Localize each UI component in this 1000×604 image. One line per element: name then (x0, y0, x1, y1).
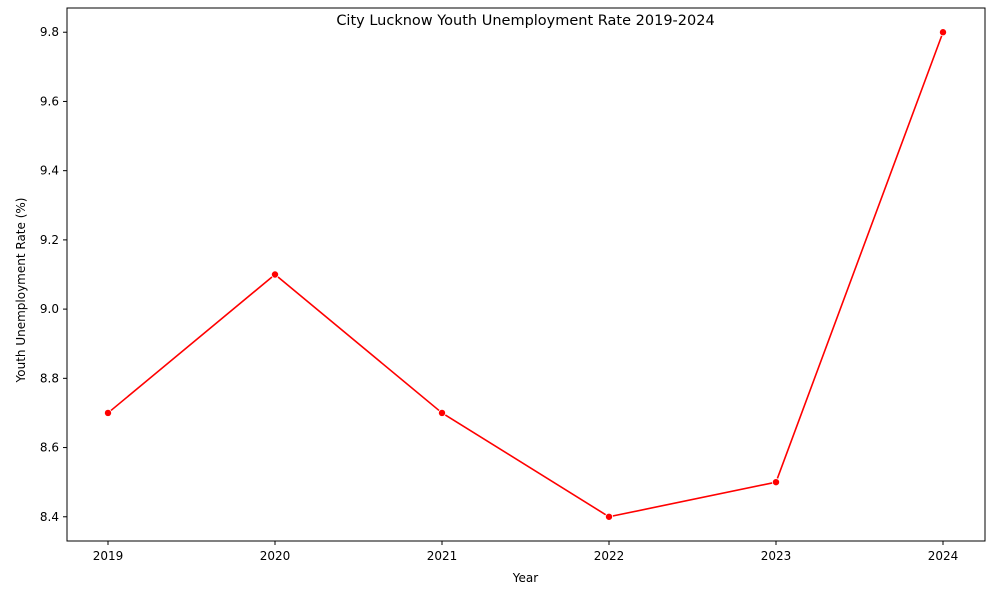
y-tick-label: 9.8 (40, 25, 59, 39)
y-tick-label: 8.8 (40, 371, 59, 385)
x-tick-label: 2019 (93, 549, 124, 563)
x-tick-label: 2024 (928, 549, 959, 563)
plot-frame (66, 7, 986, 542)
x-tick-label: 2023 (761, 549, 792, 563)
plot-area: 2019 2020 2021 2022 2023 2024 8.4 8.6 8.8 9.0 9.2 9… (40, 7, 986, 563)
y-tick-label: 9.2 (40, 233, 59, 247)
y-tick-label: 9.4 (40, 164, 59, 178)
y-axis-label: Youth Unemployment Rate (%) (14, 198, 28, 384)
data-point (270, 270, 279, 279)
data-point (104, 408, 113, 417)
x-axis-label: Year (512, 571, 538, 585)
y-tick-label: 9.0 (40, 302, 59, 316)
data-point (437, 408, 446, 417)
data-point (939, 28, 948, 37)
y-tick-label: 9.6 (40, 94, 59, 108)
x-tick-label: 2020 (260, 549, 291, 563)
y-tick-label: 8.4 (40, 510, 59, 524)
data-point (605, 512, 614, 521)
chart-title: City Lucknow Youth Unemployment Rate 201… (336, 13, 714, 29)
x-tick-label: 2022 (594, 549, 625, 563)
data-point (772, 478, 781, 487)
x-tick-label: 2021 (427, 549, 458, 563)
y-tick-label: 8.6 (40, 441, 59, 455)
series-line (107, 31, 944, 518)
